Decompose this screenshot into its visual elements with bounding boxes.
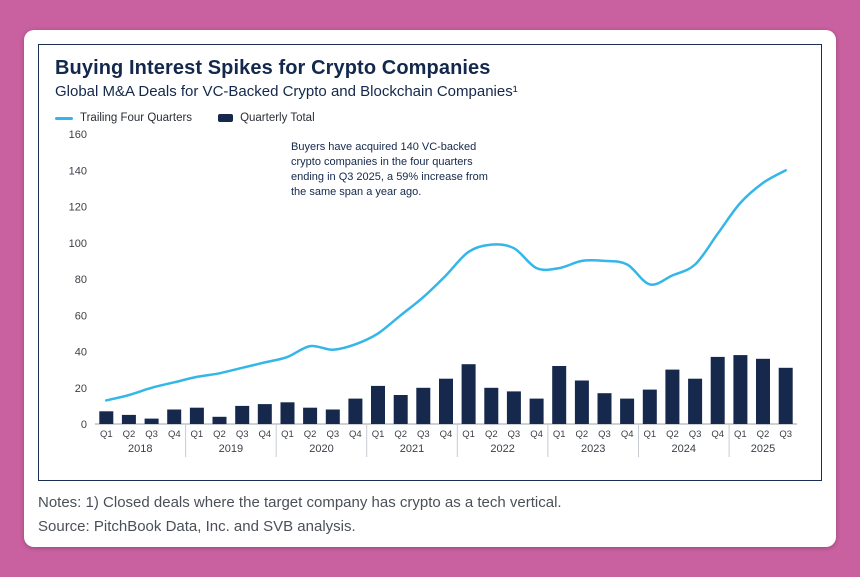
svg-text:80: 80 bbox=[75, 274, 87, 286]
footnotes: Notes: 1) Closed deals where the target … bbox=[38, 491, 822, 539]
svg-text:Q4: Q4 bbox=[349, 429, 362, 440]
svg-text:60: 60 bbox=[75, 310, 87, 322]
svg-text:Q3: Q3 bbox=[236, 429, 249, 440]
svg-text:Q1: Q1 bbox=[100, 429, 113, 440]
svg-text:2021: 2021 bbox=[400, 443, 424, 455]
svg-text:Q4: Q4 bbox=[168, 429, 181, 440]
chart-frame: Buying Interest Spikes for Crypto Compan… bbox=[38, 44, 822, 481]
svg-text:2018: 2018 bbox=[128, 443, 152, 455]
svg-text:120: 120 bbox=[69, 202, 87, 214]
svg-text:Q3: Q3 bbox=[689, 429, 702, 440]
legend-label: Quarterly Total bbox=[240, 112, 315, 124]
legend-item-trailing: Trailing Four Quarters bbox=[55, 112, 192, 124]
svg-text:2024: 2024 bbox=[672, 443, 696, 455]
chart-annotation: Buyers have acquired 140 VC-backed crypt… bbox=[291, 141, 488, 198]
chart-subtitle: Global M&A Deals for VC-Backed Crypto an… bbox=[55, 83, 518, 100]
svg-text:2023: 2023 bbox=[581, 443, 605, 455]
svg-text:40: 40 bbox=[75, 347, 87, 359]
report-card: Buying Interest Spikes for Crypto Compan… bbox=[24, 30, 836, 547]
chart-title: Buying Interest Spikes for Crypto Compan… bbox=[55, 57, 491, 79]
svg-text:Q3: Q3 bbox=[779, 429, 792, 440]
legend-label: Trailing Four Quarters bbox=[80, 112, 193, 124]
svg-text:Q3: Q3 bbox=[326, 429, 339, 440]
line-swatch-icon bbox=[55, 116, 73, 120]
svg-text:Q1: Q1 bbox=[734, 429, 747, 440]
svg-text:Q2: Q2 bbox=[485, 429, 498, 440]
svg-text:140: 140 bbox=[69, 165, 87, 177]
svg-text:Q3: Q3 bbox=[417, 429, 430, 440]
svg-text:Q4: Q4 bbox=[440, 429, 453, 440]
svg-text:20: 20 bbox=[75, 383, 87, 395]
svg-text:Q1: Q1 bbox=[643, 429, 656, 440]
svg-text:2020: 2020 bbox=[309, 443, 333, 455]
svg-text:Q4: Q4 bbox=[530, 429, 543, 440]
svg-text:Q1: Q1 bbox=[191, 429, 204, 440]
svg-text:Q1: Q1 bbox=[281, 429, 294, 440]
svg-text:Q2: Q2 bbox=[304, 429, 317, 440]
svg-text:Q2: Q2 bbox=[757, 429, 770, 440]
legend: Trailing Four Quarters Quarterly Total bbox=[55, 112, 805, 124]
svg-text:Q2: Q2 bbox=[123, 429, 136, 440]
svg-text:2025: 2025 bbox=[751, 443, 775, 455]
svg-text:0: 0 bbox=[81, 419, 87, 431]
bar-swatch-icon bbox=[218, 114, 234, 122]
svg-text:Q1: Q1 bbox=[553, 429, 566, 440]
notes-line: Notes: 1) Closed deals where the target … bbox=[38, 494, 562, 511]
svg-text:2019: 2019 bbox=[219, 443, 243, 455]
svg-text:Q3: Q3 bbox=[508, 429, 521, 440]
svg-text:160: 160 bbox=[69, 129, 87, 141]
svg-text:Q4: Q4 bbox=[258, 429, 271, 440]
svg-text:Q2: Q2 bbox=[394, 429, 407, 440]
chart-canvas: 0 20 40 60 80 100 120 140 160 Q1 Q2 Q3 Q4 2018 Q1 Q2 Q3 Q… bbox=[69, 129, 797, 457]
svg-text:Q4: Q4 bbox=[711, 429, 724, 440]
svg-text:Q4: Q4 bbox=[621, 429, 634, 440]
svg-text:Q1: Q1 bbox=[372, 429, 385, 440]
svg-text:Q2: Q2 bbox=[213, 429, 226, 440]
svg-text:Q1: Q1 bbox=[462, 429, 475, 440]
svg-text:100: 100 bbox=[69, 238, 87, 250]
svg-text:Q2: Q2 bbox=[576, 429, 589, 440]
chart-area: 0 20 40 60 80 100 120 140 160 Q1 Q2 Q3 Q4 2018 Q1 Q2 Q3 Q… bbox=[55, 126, 805, 469]
source-line: Source: PitchBook Data, Inc. and SVB ana… bbox=[38, 518, 356, 535]
svg-text:Q3: Q3 bbox=[598, 429, 611, 440]
svg-text:Q2: Q2 bbox=[666, 429, 679, 440]
svg-text:Q3: Q3 bbox=[145, 429, 158, 440]
legend-item-quarterly: Quarterly Total bbox=[218, 112, 315, 124]
svg-text:2022: 2022 bbox=[490, 443, 514, 455]
